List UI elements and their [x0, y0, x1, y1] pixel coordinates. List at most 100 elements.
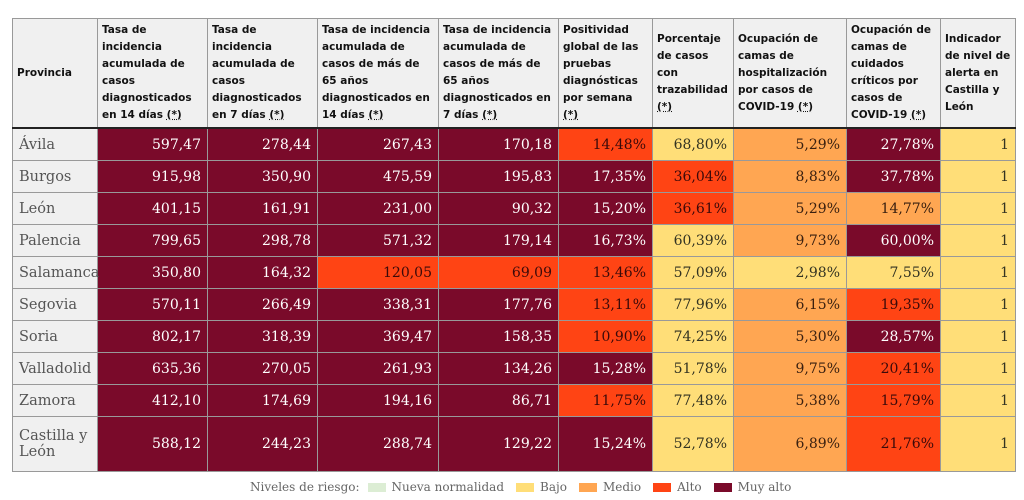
value-cell: 261,93 — [317, 352, 439, 385]
value-cell: 412,10 — [97, 384, 208, 417]
province-cell: Soria — [12, 320, 98, 353]
value-cell: 1 — [940, 352, 1016, 385]
value-cell: 350,90 — [207, 160, 318, 193]
value-cell: 13,46% — [558, 256, 653, 289]
value-cell: 1 — [940, 384, 1016, 417]
legend-title: Niveles de riesgo: — [250, 480, 360, 494]
value-cell: 14,77% — [846, 192, 941, 225]
value-cell: 129,22 — [438, 416, 559, 472]
table-row: Valladolid 635,36 270,05 261,93 134,26 15,28%… — [12, 352, 1016, 385]
value-cell: 278,44 — [207, 127, 318, 161]
value-cell: 74,25% — [652, 320, 734, 353]
province-cell: Ávila — [12, 127, 98, 161]
footnote-link[interactable]: (*) — [797, 100, 814, 113]
value-cell: 5,38% — [733, 384, 847, 417]
footnote-link[interactable]: (*) — [482, 109, 498, 121]
value-cell: 244,23 — [207, 416, 318, 472]
column-header: Ocupación de camas de hospitalización po… — [733, 18, 847, 129]
value-cell: 915,98 — [97, 160, 208, 193]
header-row: Provincia Tasa de incidencia acumulada de… — [12, 18, 1016, 129]
table-row: Segovia 570,11 266,49 338,31 177,76 13,11% 77,… — [12, 288, 1016, 321]
value-cell: 401,15 — [97, 192, 208, 225]
value-cell: 6,15% — [733, 288, 847, 321]
legend-label: Muy alto — [737, 480, 792, 494]
value-cell: 170,18 — [438, 127, 559, 161]
value-cell: 36,61% — [652, 192, 734, 225]
value-cell: 134,26 — [438, 352, 559, 385]
legend-swatch — [367, 483, 386, 492]
province-cell: Burgos — [12, 160, 98, 193]
value-cell: 158,35 — [438, 320, 559, 353]
table-row: Burgos 915,98 350,90 475,59 195,83 17,35% 36,0… — [12, 160, 1016, 193]
value-cell: 1 — [940, 288, 1016, 321]
column-header: Provincia — [12, 18, 98, 129]
legend-item: Alto — [653, 480, 702, 494]
value-cell: 194,16 — [317, 384, 439, 417]
legend-item: Muy alto — [713, 480, 792, 494]
column-header: Tasa de incidencia acumulada de casos di… — [97, 18, 208, 129]
value-cell: 60,39% — [652, 224, 734, 257]
legend-swatch — [516, 483, 535, 492]
value-cell: 338,31 — [317, 288, 439, 321]
footnote-link[interactable]: (*) — [910, 109, 927, 121]
value-cell: 195,83 — [438, 160, 559, 193]
legend-swatch — [713, 483, 732, 492]
value-cell: 177,76 — [438, 288, 559, 321]
value-cell: 369,47 — [317, 320, 439, 353]
legend-label: Nueva normalidad — [391, 480, 505, 494]
column-header-label: Porcentaje de casos con trazabilidad — [657, 32, 728, 96]
value-cell: 5,30% — [733, 320, 847, 353]
legend-item: Medio — [578, 480, 641, 494]
footnote-link[interactable]: (*) — [657, 100, 673, 113]
value-cell: 51,78% — [652, 352, 734, 385]
value-cell: 17,35% — [558, 160, 653, 193]
value-cell: 7,55% — [846, 256, 941, 289]
value-cell: 10,90% — [558, 320, 653, 353]
legend-item: Bajo — [516, 480, 567, 494]
value-cell: 5,29% — [733, 127, 847, 161]
legend-label: Bajo — [540, 480, 567, 494]
value-cell: 69,09 — [438, 256, 559, 289]
column-header-label: Ocupación de camas de hospitalización po… — [738, 32, 828, 113]
legend-swatch — [653, 483, 672, 492]
value-cell: 267,43 — [317, 127, 439, 161]
column-header-label: Tasa de incidencia acumulada de casos de… — [443, 24, 552, 121]
value-cell: 77,96% — [652, 288, 734, 321]
value-cell: 8,83% — [733, 160, 847, 193]
value-cell: 588,12 — [97, 416, 208, 472]
value-cell: 15,24% — [558, 416, 653, 472]
value-cell: 799,65 — [97, 224, 208, 257]
column-header: Tasa de incidencia acumulada de casos di… — [207, 18, 318, 129]
footnote-link[interactable]: (*) — [269, 109, 285, 121]
value-cell: 5,29% — [733, 192, 847, 225]
table-row: Zamora 412,10 174,69 194,16 86,71 11,75% 77,48… — [12, 384, 1016, 417]
value-cell: 77,48% — [652, 384, 734, 417]
value-cell: 20,41% — [846, 352, 941, 385]
value-cell: 1 — [940, 224, 1016, 257]
value-cell: 6,89% — [733, 416, 847, 472]
value-cell: 36,04% — [652, 160, 734, 193]
value-cell: 288,74 — [317, 416, 439, 472]
value-cell: 570,11 — [97, 288, 208, 321]
column-header-label: Tasa de incidencia acumulada de casos di… — [212, 24, 302, 121]
value-cell: 266,49 — [207, 288, 318, 321]
footnote-link[interactable]: (*) — [563, 109, 579, 121]
province-cell: Valladolid — [12, 352, 98, 385]
legend-label: Alto — [677, 480, 702, 494]
value-cell: 19,35% — [846, 288, 941, 321]
value-cell: 27,78% — [846, 127, 941, 161]
column-header-label: Indicador de nivel de alerta en Castilla… — [945, 32, 1011, 113]
province-cell: Castilla y León — [12, 416, 98, 472]
value-cell: 57,09% — [652, 256, 734, 289]
province-cell: León — [12, 192, 98, 225]
value-cell: 9,75% — [733, 352, 847, 385]
value-cell: 802,17 — [97, 320, 208, 353]
footnote-link[interactable]: (*) — [166, 109, 182, 121]
value-cell: 90,32 — [438, 192, 559, 225]
value-cell: 350,80 — [97, 256, 208, 289]
footnote-link[interactable]: (*) — [368, 109, 384, 121]
value-cell: 635,36 — [97, 352, 208, 385]
column-header: Ocupación de camas de cuidados críticos … — [846, 18, 941, 129]
province-cell: Zamora — [12, 384, 98, 417]
column-header: Positividad global de las pruebas diagnó… — [558, 18, 653, 129]
